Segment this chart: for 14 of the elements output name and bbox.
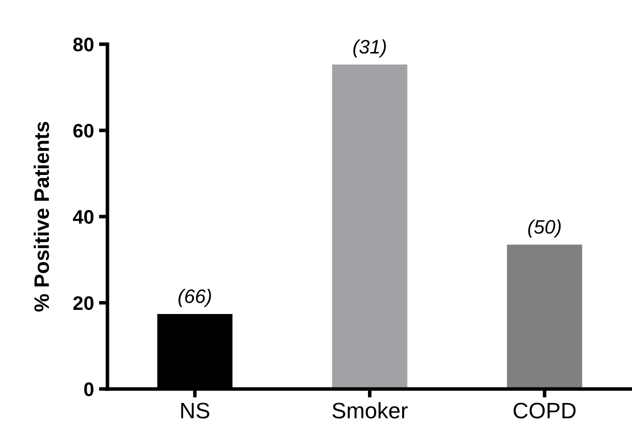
annotation: (66) <box>178 288 211 308</box>
x-tick-label: Smoker <box>332 402 408 418</box>
annotation: (50) <box>528 220 561 238</box>
y-axis-title: % Positive Patients <box>34 122 50 312</box>
y-tick-label: 60 <box>73 124 94 138</box>
x-tick-label: NS <box>181 402 210 418</box>
bar <box>506 244 582 389</box>
y-tick-label: 80 <box>73 38 94 52</box>
annotation: (31) <box>353 39 386 58</box>
y-tick-label: 0 <box>84 382 94 396</box>
bar <box>332 64 408 389</box>
x-tick-label: COPD <box>514 402 576 418</box>
y-tick-label: 20 <box>73 296 94 310</box>
y-tick-label: 40 <box>72 210 94 224</box>
